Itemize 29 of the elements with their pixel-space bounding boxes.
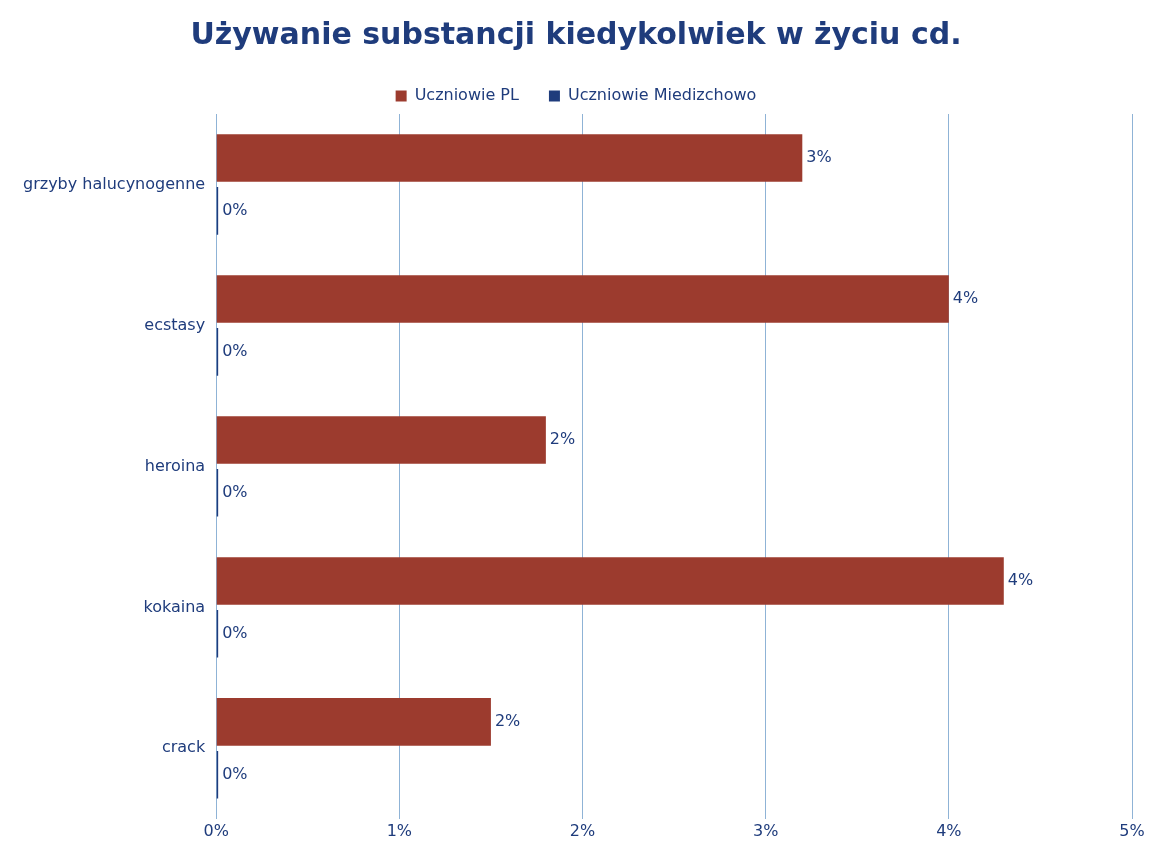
x-tick-label: 5% [1119, 820, 1145, 840]
bar [216, 275, 949, 323]
bar [216, 134, 803, 182]
data-label: 0% [222, 622, 248, 642]
y-tick-label: ecstasy [144, 314, 206, 334]
x-tick-label: 4% [936, 820, 962, 840]
legend-label: Uczniowie PL [414, 85, 520, 105]
data-label: 0% [222, 481, 248, 501]
data-label: 0% [222, 341, 248, 361]
data-label: 4% [1007, 570, 1034, 590]
x-tick-label: 0% [203, 820, 229, 840]
y-tick-label: crack [161, 737, 206, 757]
bar [216, 557, 1004, 605]
chart-title: Używanie substancji kiedykolwiek w życiu cd. [190, 15, 962, 51]
x-tick-label: 2% [569, 820, 596, 840]
bar [216, 698, 491, 746]
y-tick-label: heroina [144, 455, 206, 475]
data-label: 4% [952, 288, 979, 308]
y-tick-label: grzyby halucynogenne [22, 173, 206, 193]
data-label: 2% [549, 429, 576, 449]
data-label: 2% [494, 711, 521, 731]
legend-label: Uczniowie Miedizchowo [567, 85, 757, 105]
data-label: 0% [222, 763, 248, 783]
y-tick-label: kokaina [143, 596, 206, 616]
bar [216, 416, 546, 464]
data-label: 0% [222, 200, 248, 220]
x-tick-label: 3% [752, 820, 779, 840]
data-label: 3% [806, 147, 832, 167]
x-tick-label: 1% [386, 820, 413, 840]
